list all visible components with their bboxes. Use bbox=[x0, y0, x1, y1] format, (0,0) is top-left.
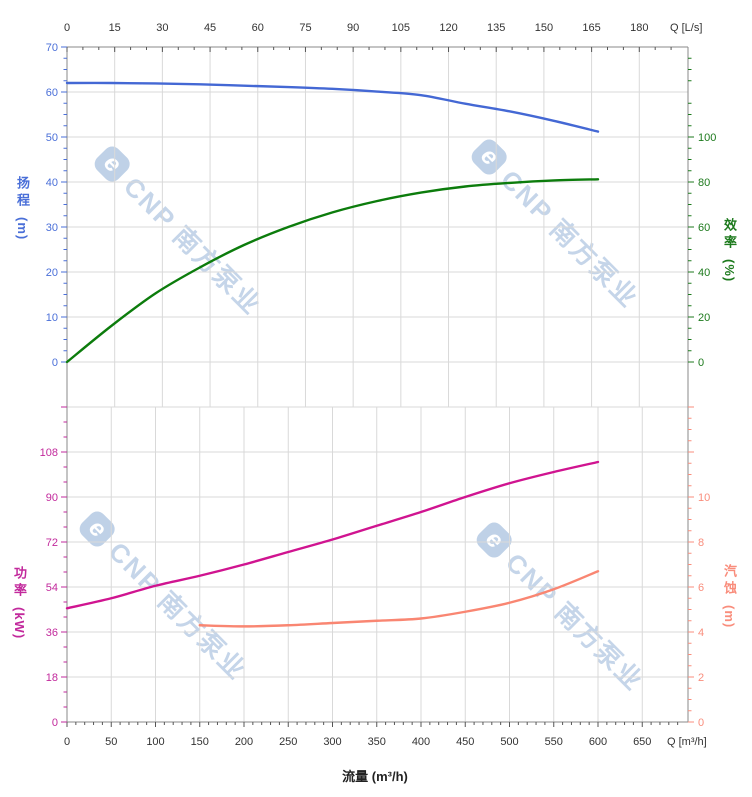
npsh-curve bbox=[198, 570, 600, 628]
svg-text:40: 40 bbox=[46, 177, 58, 189]
flow-axis-title: 流量 (m³/h) bbox=[342, 769, 408, 784]
svg-text:75: 75 bbox=[299, 22, 311, 34]
svg-text:400: 400 bbox=[412, 736, 430, 748]
svg-text:120: 120 bbox=[439, 22, 457, 34]
svg-text:165: 165 bbox=[582, 22, 600, 34]
svg-text:Q [m³/h]: Q [m³/h] bbox=[667, 736, 707, 748]
svg-text:45: 45 bbox=[204, 22, 216, 34]
svg-text:50: 50 bbox=[105, 736, 117, 748]
svg-text:550: 550 bbox=[545, 736, 563, 748]
svg-text:54: 54 bbox=[46, 582, 58, 594]
svg-text:70: 70 bbox=[46, 42, 58, 54]
npsh-axis-title: 汽蚀 (m) bbox=[720, 564, 739, 628]
svg-text:Q [L/s]: Q [L/s] bbox=[670, 22, 702, 34]
svg-text:90: 90 bbox=[46, 492, 58, 504]
svg-text:30: 30 bbox=[156, 22, 168, 34]
power-axis-title: 功率 (kW) bbox=[10, 566, 29, 639]
svg-text:50: 50 bbox=[46, 132, 58, 144]
svg-text:36: 36 bbox=[46, 627, 58, 639]
head-axis-title-cn: 扬程 bbox=[15, 176, 30, 210]
efficiency-curve bbox=[65, 178, 600, 364]
svg-text:60: 60 bbox=[252, 22, 264, 34]
head-curve bbox=[65, 81, 600, 133]
svg-text:350: 350 bbox=[368, 736, 386, 748]
svg-text:600: 600 bbox=[589, 736, 607, 748]
svg-text:0: 0 bbox=[52, 357, 58, 369]
svg-text:20: 20 bbox=[698, 312, 710, 324]
svg-text:250: 250 bbox=[279, 736, 297, 748]
svg-text:18: 18 bbox=[46, 672, 58, 684]
svg-text:200: 200 bbox=[235, 736, 253, 748]
npsh-axis-title-cn: 汽蚀 bbox=[722, 564, 737, 598]
svg-text:500: 500 bbox=[500, 736, 518, 748]
svg-text:150: 150 bbox=[535, 22, 553, 34]
svg-text:60: 60 bbox=[698, 222, 710, 234]
svg-text:105: 105 bbox=[392, 22, 410, 34]
svg-text:150: 150 bbox=[191, 736, 209, 748]
svg-text:0: 0 bbox=[52, 717, 58, 729]
efficiency-axis-title: 效率 (%) bbox=[720, 218, 739, 282]
power-curve bbox=[65, 460, 600, 610]
efficiency-axis-title-cn: 效率 bbox=[722, 218, 737, 252]
head-axis-title: 扬程 (m) bbox=[13, 176, 32, 240]
efficiency-axis-unit: (%) bbox=[722, 259, 737, 283]
svg-text:72: 72 bbox=[46, 537, 58, 549]
svg-text:20: 20 bbox=[46, 267, 58, 279]
svg-text:108: 108 bbox=[40, 447, 58, 459]
svg-text:4: 4 bbox=[698, 627, 704, 639]
svg-text:15: 15 bbox=[109, 22, 121, 34]
power-axis-title-cn: 功率 bbox=[12, 566, 27, 600]
head-axis-unit: (m) bbox=[15, 217, 30, 241]
svg-text:100: 100 bbox=[698, 132, 716, 144]
svg-text:300: 300 bbox=[323, 736, 341, 748]
svg-text:2: 2 bbox=[698, 672, 704, 684]
svg-text:8: 8 bbox=[698, 537, 704, 549]
svg-text:60: 60 bbox=[46, 87, 58, 99]
svg-text:450: 450 bbox=[456, 736, 474, 748]
svg-text:90: 90 bbox=[347, 22, 359, 34]
svg-text:30: 30 bbox=[46, 222, 58, 234]
svg-text:10: 10 bbox=[46, 312, 58, 324]
svg-text:180: 180 bbox=[630, 22, 648, 34]
svg-text:80: 80 bbox=[698, 177, 710, 189]
svg-text:0: 0 bbox=[698, 357, 704, 369]
svg-text:0: 0 bbox=[64, 736, 70, 748]
svg-text:135: 135 bbox=[487, 22, 505, 34]
npsh-axis-unit: (m) bbox=[722, 605, 737, 629]
svg-text:0: 0 bbox=[64, 22, 70, 34]
svg-text:650: 650 bbox=[633, 736, 651, 748]
svg-text:100: 100 bbox=[146, 736, 164, 748]
svg-text:40: 40 bbox=[698, 267, 710, 279]
svg-text:6: 6 bbox=[698, 582, 704, 594]
svg-text:0: 0 bbox=[698, 717, 704, 729]
svg-text:10: 10 bbox=[698, 492, 710, 504]
power-axis-unit: (kW) bbox=[12, 607, 27, 640]
